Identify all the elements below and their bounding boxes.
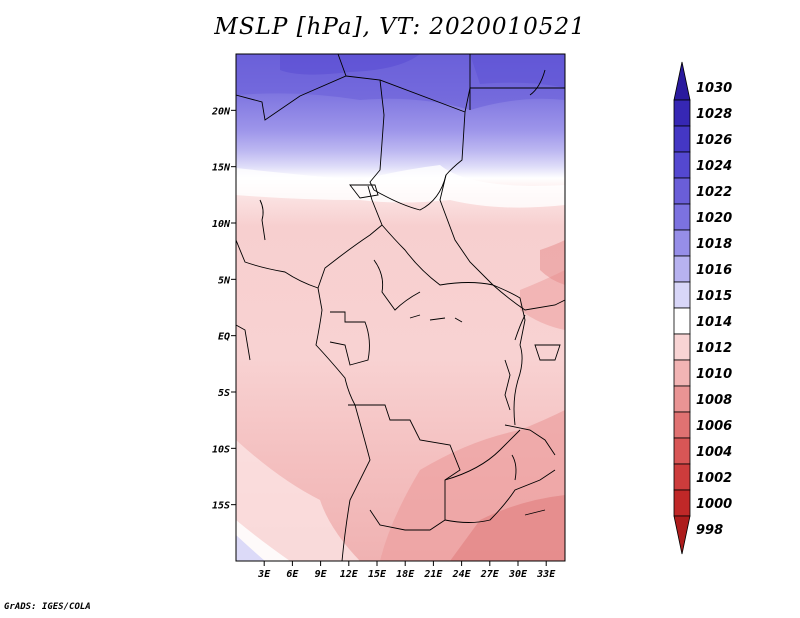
colorbar-swatch <box>673 177 691 205</box>
colorbar-swatch <box>673 203 691 231</box>
lon-tick-label: 21E <box>423 569 443 580</box>
colorbar-swatch <box>673 281 691 309</box>
lon-tick-label: 9E <box>315 569 328 580</box>
colorbar-label: 1030 <box>696 81 732 96</box>
colorbar-label: 1014 <box>696 315 732 330</box>
lat-tick-label: 20N <box>211 106 231 117</box>
colorbar-label: 1000 <box>696 497 732 512</box>
map-figure: 3E 6E 9E 12E 15E 18E 21E 24E 27E 30E 33E 20N 15N 10N… <box>211 53 732 580</box>
lat-tick-label: EQ <box>218 332 230 343</box>
colorbar-swatch <box>673 151 691 179</box>
colorbar-swatch <box>673 99 691 127</box>
colorbar-label: 1008 <box>696 393 732 408</box>
colorbar-swatch <box>673 411 691 439</box>
colorbar-label: 1020 <box>696 211 732 226</box>
colorbar-label: 1015 <box>696 289 732 304</box>
lon-tick-label: 30E <box>508 569 528 580</box>
colorbar-swatch <box>673 385 691 413</box>
lon-tick-label: 3E <box>257 569 271 580</box>
colorbar-label: 1026 <box>696 133 732 148</box>
colorbar: 1030 1028 1026 1024 1022 1020 1018 1016 1015 1014… <box>673 61 732 555</box>
pressure-field <box>236 54 565 561</box>
colorbar-swatch <box>673 125 691 153</box>
lat-tick-label: 15N <box>212 163 231 174</box>
colorbar-label: 1006 <box>696 419 732 434</box>
latitude-axis: 20N 15N 10N 5N EQ 5S 10S 15S <box>211 106 236 512</box>
colorbar-label: 1010 <box>696 367 732 382</box>
lat-tick-label: 15S <box>212 501 230 512</box>
colorbar-swatch <box>673 61 691 101</box>
colorbar-label: 1022 <box>696 185 732 200</box>
colorbar-label: 1012 <box>696 341 732 356</box>
lon-tick-label: 18E <box>396 569 415 580</box>
colorbar-swatch <box>673 437 691 465</box>
colorbar-label: 1016 <box>696 263 732 278</box>
colorbar-swatch <box>673 515 691 555</box>
colorbar-swatch <box>673 333 691 361</box>
colorbar-label: 1024 <box>696 159 732 174</box>
colorbar-swatch <box>673 307 691 335</box>
lat-tick-label: 5S <box>218 388 230 399</box>
colorbar-label: 998 <box>696 523 723 538</box>
colorbar-label: 1002 <box>696 471 732 486</box>
lon-tick-label: 33E <box>536 569 556 580</box>
lat-tick-label: 5N <box>218 275 231 286</box>
lon-tick-label: 6E <box>286 569 299 580</box>
longitude-axis: 3E 6E 9E 12E 15E 18E 21E 24E 27E 30E 33E <box>257 561 556 580</box>
lat-tick-label: 10N <box>212 219 231 230</box>
colorbar-swatch <box>673 463 691 491</box>
colorbar-label: 1028 <box>696 107 732 122</box>
lon-tick-label: 12E <box>340 569 359 580</box>
colorbar-label: 1018 <box>696 237 732 252</box>
lon-tick-label: 24E <box>452 569 472 580</box>
lon-tick-label: 27E <box>480 569 500 580</box>
grads-credit: GrADS: IGES/COLA <box>4 602 91 612</box>
colorbar-label: 1004 <box>696 445 732 460</box>
country-borders <box>236 54 565 561</box>
map-title: MSLP [hPa], VT: 2020010521 <box>214 14 586 40</box>
colorbar-swatch <box>673 255 691 283</box>
map-frame <box>235 53 566 562</box>
colorbar-swatch <box>673 359 691 387</box>
colorbar-swatch <box>673 229 691 257</box>
colorbar-swatch <box>673 489 691 517</box>
lat-tick-label: 10S <box>212 444 230 455</box>
lon-tick-label: 15E <box>368 569 387 580</box>
